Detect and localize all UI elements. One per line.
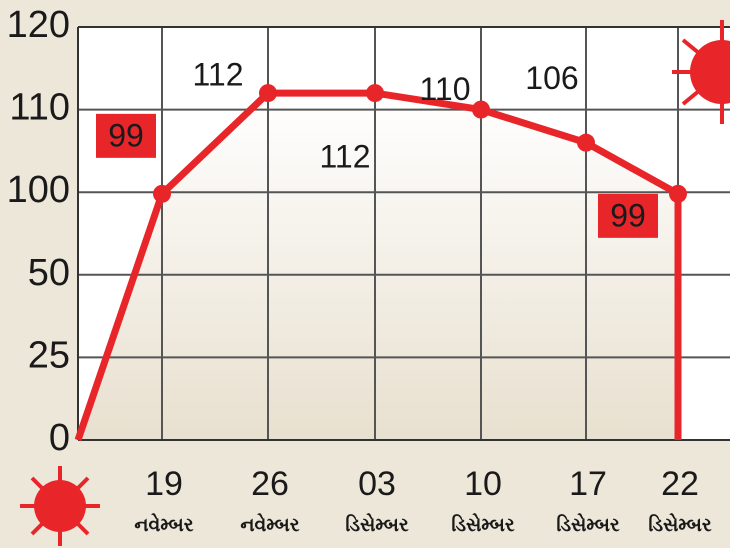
virus-icon [20, 20, 730, 546]
point [472, 100, 490, 119]
x-tick-label: 26 [251, 465, 289, 503]
x-month-label: નવેમ્બર [134, 513, 193, 536]
x-month-label: ડિસેમ્બર [451, 513, 515, 536]
y-tick-label: 50 [28, 252, 70, 294]
x-tick-label: 19 [145, 465, 183, 503]
x-tick-label: 03 [358, 465, 396, 503]
point [153, 184, 171, 203]
data-label: 112 [319, 139, 370, 175]
y-tick-label: 25 [28, 334, 70, 376]
y-tick-label: 110 [9, 87, 70, 129]
data-label: 99 [610, 197, 646, 233]
y-tick-label: 120 [7, 4, 70, 46]
y-tick-label: 0 [49, 417, 70, 459]
x-tick-label: 17 [569, 465, 607, 503]
y-tick-label: 100 [7, 169, 70, 211]
data-label: 99 [108, 117, 144, 153]
plot-area: 0 25 50 100 110 120 19 નવેમ્બર 26 નવેમ્બર 03 ડિસેમ્… [7, 4, 730, 536]
point [669, 184, 687, 203]
point [577, 133, 595, 152]
x-month-label: નવેમ્બર [240, 513, 299, 536]
x-month-label: ડિસેમ્બર [345, 513, 409, 536]
point [366, 84, 384, 103]
point [259, 84, 277, 103]
area [78, 93, 678, 440]
x-tick-label: 10 [464, 465, 502, 503]
x-month-label: ડિસેમ્બર [556, 513, 620, 536]
data-label: 112 [192, 57, 243, 93]
label-box [598, 193, 658, 238]
x-month-label: ડિસેમ્બર [648, 513, 712, 536]
x-tick-label: 22 [661, 465, 699, 503]
label-box [96, 113, 156, 158]
data-label: 106 [525, 60, 578, 96]
data-label: 110 [419, 71, 470, 107]
